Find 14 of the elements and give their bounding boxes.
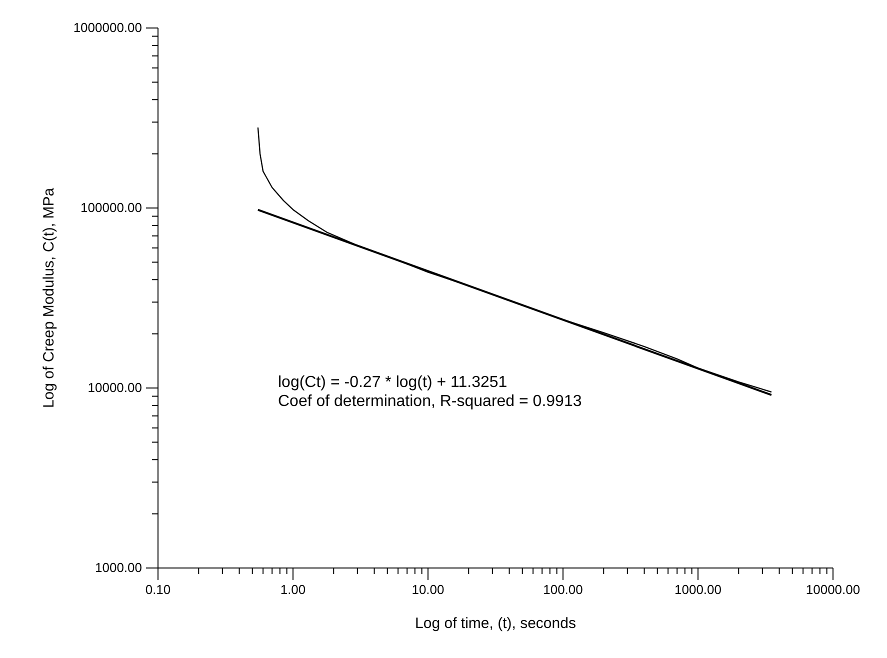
x-tick-label: 10.00 [412, 582, 444, 597]
y-tick-label: 1000000.00 [73, 20, 142, 35]
x-tick-label: 100.00 [543, 582, 583, 597]
x-tick-label: 0.10 [145, 582, 171, 597]
y-tick-label: 1000.00 [95, 560, 142, 575]
y-tick-label: 100000.00 [80, 200, 142, 215]
y-tick-label: 10000.00 [88, 380, 142, 395]
x-tick-label: 10000.00 [806, 582, 860, 597]
annotation: log(Ct) = -0.27 * log(t) + 11.3251 [278, 373, 508, 392]
x-axis-title: Log of time, (t), seconds [415, 615, 576, 632]
annotation: Coef of determination, R-squared = 0.9913 [278, 392, 582, 411]
x-tick-label: 1000.00 [674, 582, 722, 597]
y-axis-title: Log of Creep Modulus, C(t), MPa [40, 187, 58, 408]
x-tick-label: 1.00 [280, 582, 306, 597]
